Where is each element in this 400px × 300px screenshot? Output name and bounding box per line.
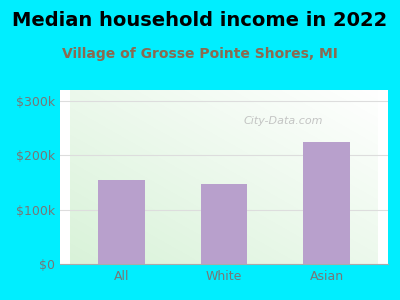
Text: Median household income in 2022: Median household income in 2022 (12, 11, 388, 31)
Text: Village of Grosse Pointe Shores, MI: Village of Grosse Pointe Shores, MI (62, 47, 338, 61)
Bar (98, 180, 144, 264)
Bar (304, 142, 350, 264)
Bar (201, 184, 247, 264)
Text: City-Data.com: City-Data.com (243, 116, 323, 126)
